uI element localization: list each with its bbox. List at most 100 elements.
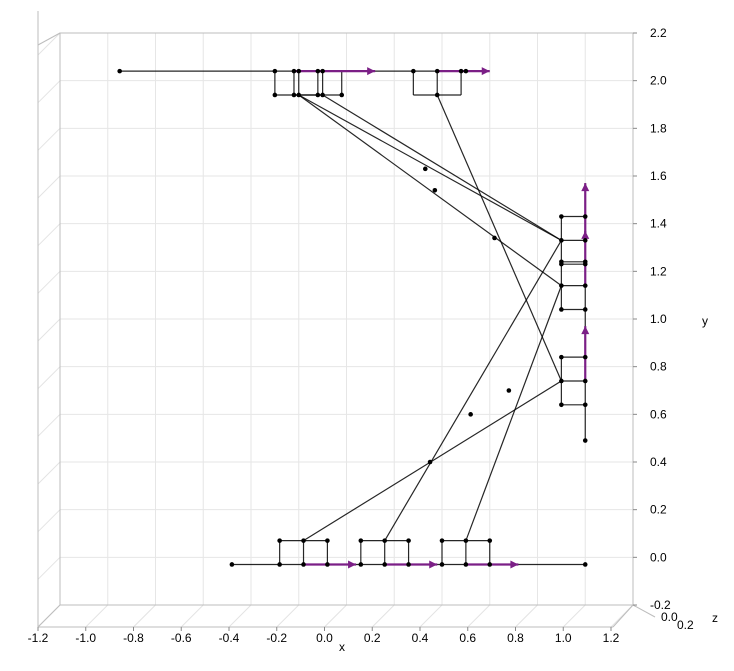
depth-edge-bottom-right bbox=[612, 604, 634, 628]
y-tick-label: 0.2 bbox=[650, 503, 667, 517]
depth-edge-bottom-left bbox=[37, 604, 61, 628]
data-point-33 bbox=[406, 538, 411, 543]
y-tick-label: 0.8 bbox=[650, 360, 667, 374]
data-point-27 bbox=[582, 562, 588, 567]
data-point-13 bbox=[315, 92, 321, 98]
y-tick-label: 0.4 bbox=[650, 455, 667, 469]
data-point-20 bbox=[325, 562, 330, 567]
y-tick-label: 0.6 bbox=[650, 407, 667, 421]
axes-layer bbox=[37, 11, 656, 631]
data-point-32 bbox=[382, 538, 388, 543]
data-point-58 bbox=[492, 235, 497, 241]
depth-grid-y-12 bbox=[37, 32, 61, 56]
depth-grid-y-10 bbox=[37, 127, 61, 151]
x-tick-label: 0.8 bbox=[507, 631, 524, 645]
data-point-52 bbox=[559, 238, 564, 243]
data-line-segment-44 bbox=[384, 240, 562, 541]
depth-grid-y-11 bbox=[37, 80, 61, 104]
data-point-14 bbox=[320, 92, 325, 98]
x-tick-label: -0.4 bbox=[219, 631, 240, 645]
data-point-0 bbox=[117, 68, 122, 74]
z-tick-label: 0.2 bbox=[677, 618, 694, 632]
depth-grid-x-7 bbox=[371, 604, 395, 628]
arrow-head-7 bbox=[581, 183, 590, 192]
x-tick-label: -0.8 bbox=[123, 631, 144, 645]
y-tick-label: 2.0 bbox=[650, 74, 667, 88]
data-point-61 bbox=[427, 459, 433, 465]
y-tick-label: 1.4 bbox=[650, 217, 667, 231]
data-point-36 bbox=[487, 538, 493, 543]
data-point-16 bbox=[434, 92, 440, 98]
data-point-10 bbox=[272, 92, 278, 98]
data-point-4 bbox=[315, 68, 321, 74]
y-tick-label: -0.2 bbox=[650, 598, 671, 612]
data-point-7 bbox=[434, 68, 440, 74]
data-point-25 bbox=[463, 562, 469, 567]
data-point-17 bbox=[229, 562, 235, 567]
depth-grid-x-8 bbox=[419, 604, 443, 628]
depth-grid-y-5 bbox=[37, 366, 61, 390]
data-point-42 bbox=[582, 354, 588, 360]
data-point-54 bbox=[559, 214, 564, 219]
data-point-21 bbox=[358, 562, 364, 567]
depth-grid-x-1 bbox=[85, 604, 109, 628]
data-point-26 bbox=[487, 562, 493, 567]
y-tick-label: 1.0 bbox=[650, 312, 667, 326]
z-axis-label: z bbox=[712, 611, 718, 625]
depth-grid-x-2 bbox=[133, 604, 156, 628]
data-point-11 bbox=[296, 92, 302, 98]
data-point-35 bbox=[463, 538, 469, 543]
z-axis-line bbox=[632, 604, 656, 618]
data-point-44 bbox=[559, 307, 564, 312]
y-tick-label: 1.8 bbox=[650, 121, 667, 135]
data-point-59 bbox=[506, 388, 512, 393]
x-tick-label: 1.0 bbox=[555, 631, 572, 645]
data-point-40 bbox=[559, 378, 564, 384]
data-point-45 bbox=[582, 307, 588, 312]
y-axis-label: y bbox=[702, 314, 708, 328]
x-tick-label: 0.0 bbox=[316, 631, 333, 645]
data-point-47 bbox=[582, 283, 588, 288]
data-point-31 bbox=[358, 538, 364, 543]
depth-grid-y-8 bbox=[37, 223, 61, 247]
data-point-34 bbox=[439, 538, 445, 543]
data-point-29 bbox=[301, 538, 306, 543]
depth-edge-top-left bbox=[37, 32, 61, 46]
z-tick-label: 0.0 bbox=[661, 610, 678, 624]
data-point-46 bbox=[559, 283, 564, 288]
arrow-head-3 bbox=[429, 560, 438, 569]
y-tick-label: 2.2 bbox=[650, 26, 667, 40]
data-point-41 bbox=[582, 378, 588, 384]
data-point-6 bbox=[411, 68, 416, 74]
data-point-60 bbox=[468, 412, 473, 417]
y-tick-label: 1.2 bbox=[650, 264, 667, 278]
arrow-head-4 bbox=[510, 560, 519, 569]
x-tick-label: 1.2 bbox=[603, 631, 620, 645]
data-point-23 bbox=[406, 562, 411, 567]
x-tick-label: -1.2 bbox=[28, 631, 49, 645]
data-point-50 bbox=[559, 259, 564, 265]
data-point-15 bbox=[339, 92, 345, 98]
arrow-head-0 bbox=[367, 67, 376, 76]
depth-grid-y-1 bbox=[37, 556, 61, 580]
depth-grid-y-6 bbox=[37, 318, 61, 342]
depth-grid-y-3 bbox=[37, 461, 61, 485]
y-tick-label: 0.0 bbox=[650, 550, 667, 564]
depth-grid-y-9 bbox=[37, 175, 61, 199]
depth-grid-x-10 bbox=[515, 604, 538, 628]
data-point-24 bbox=[439, 562, 445, 567]
arrow-head-2 bbox=[348, 560, 357, 569]
depth-grid-x-3 bbox=[180, 604, 204, 628]
data-point-43 bbox=[559, 354, 564, 360]
depth-grid-y-2 bbox=[37, 509, 61, 533]
data-line-segment-43 bbox=[303, 380, 562, 542]
data-point-9 bbox=[463, 68, 469, 74]
x-axis-label: x bbox=[339, 640, 345, 654]
data-point-30 bbox=[325, 538, 330, 543]
depth-grid-y-7 bbox=[37, 270, 61, 294]
data-line-segment-39 bbox=[298, 94, 562, 241]
label-layer: x y z -1.2 -1.0 -0.8 -0.6 -0.4 -0.2 0.0 0.2 0.4 0… bbox=[28, 26, 718, 654]
data-point-38 bbox=[582, 402, 588, 408]
data-point-39 bbox=[559, 402, 564, 408]
